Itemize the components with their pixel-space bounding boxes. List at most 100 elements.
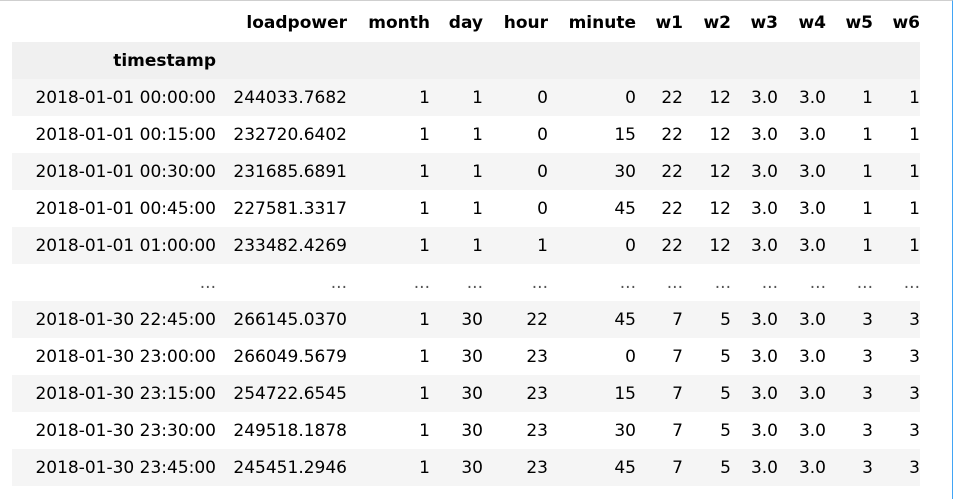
cell-hour: 0 — [483, 153, 548, 190]
cell-w1: 7 — [636, 375, 683, 412]
row-index-timestamp: 2018-01-30 23:30:00 — [35, 420, 216, 441]
cell-w3: 3.0 — [731, 227, 778, 264]
cell-loadpower: 266049.5679 — [233, 346, 347, 367]
row-index-timestamp: 2018-01-30 23:45:00 — [12, 449, 216, 486]
cell-w6: 3 — [873, 375, 920, 412]
cell-w1: 7 — [636, 301, 683, 338]
cell-w6: 1 — [909, 198, 920, 219]
row-index-timestamp: 2018-01-01 00:30:00 — [12, 153, 216, 190]
cell-w3: ... — [761, 272, 778, 293]
table-row: 2018-01-30 23:00:00 266049.5679 1 30 23 0 7 5 3.… — [12, 338, 920, 375]
cell-month: 1 — [347, 449, 430, 486]
cell-w4: 3.0 — [778, 79, 826, 116]
cell-w1: 22 — [636, 153, 683, 190]
cell-w5: 3 — [862, 346, 873, 367]
cell-w1: 22 — [661, 124, 683, 145]
column-header-minute: minute — [568, 13, 636, 33]
index-header-empty — [636, 42, 683, 79]
cell-w3: 3.0 — [731, 301, 778, 338]
cell-loadpower: 254722.6545 — [216, 375, 347, 412]
cell-w4: 3.0 — [798, 346, 826, 367]
cell-loadpower: 244033.7682 — [216, 79, 347, 116]
cell-w3: 3.0 — [731, 79, 778, 116]
table-row: 2018-01-01 00:45:00 227581.3317 1 1 0 45 22 12 3… — [12, 190, 920, 227]
cell-loadpower: 249518.1878 — [233, 420, 347, 441]
cell-w3: 3.0 — [731, 153, 778, 190]
cell-w6: ... — [903, 272, 920, 293]
cell-month: 1 — [419, 198, 430, 219]
cell-w3: 3.0 — [750, 124, 778, 145]
row-index-timestamp: 2018-01-30 22:45:00 — [12, 301, 216, 338]
cell-w6: 3 — [873, 449, 920, 486]
column-header-w5: w5 — [845, 13, 873, 33]
cell-month: 1 — [347, 79, 430, 116]
cell-month: 1 — [347, 301, 430, 338]
cell-w1: 22 — [636, 79, 683, 116]
cell-w4: ... — [809, 272, 826, 293]
cell-minute: 30 — [614, 420, 636, 441]
cell-hour: 1 — [483, 227, 548, 264]
cell-w6: 3 — [909, 420, 920, 441]
index-header-empty — [778, 42, 826, 79]
cell-minute: 0 — [625, 346, 636, 367]
table-header: loadpower month day hour minute w1 w2 w3… — [12, 4, 920, 79]
table-row: 2018-01-01 01:00:00 233482.4269 1 1 1 0 22 12 3.… — [12, 227, 920, 264]
cell-w4: 3.0 — [778, 375, 826, 412]
cell-day: 1 — [430, 227, 483, 264]
cell-w5: ... — [856, 272, 873, 293]
cell-w4: 3.0 — [778, 301, 826, 338]
cell-minute: 45 — [614, 198, 636, 219]
column-header-w1: w1 — [655, 13, 683, 33]
cell-w2: 12 — [683, 79, 731, 116]
cell-w1: ... — [666, 272, 683, 293]
cell-w3: 3.0 — [750, 420, 778, 441]
table-row: 2018-01-01 00:15:00 232720.6402 1 1 0 15 22 12 3… — [12, 116, 920, 153]
cell-w2: 12 — [709, 124, 731, 145]
table-row: 2018-01-01 00:00:00 244033.7682 1 1 0 0 22 12 3.… — [12, 79, 920, 116]
cell-month: 1 — [419, 420, 430, 441]
index-header-empty — [483, 42, 548, 79]
cell-w5: 1 — [826, 153, 873, 190]
cell-day: 1 — [472, 198, 483, 219]
cell-w4: 3.0 — [798, 420, 826, 441]
index-header-timestamp: timestamp — [12, 42, 216, 79]
cell-w3: 3.0 — [750, 346, 778, 367]
cell-w5: 3 — [826, 375, 873, 412]
column-header-hour: hour — [503, 13, 548, 33]
cell-month: 1 — [347, 375, 430, 412]
cell-w6: 1 — [873, 79, 920, 116]
column-header-loadpower: loadpower — [246, 13, 347, 33]
cell-w2: 12 — [709, 198, 731, 219]
row-index-timestamp: 2018-01-01 00:15:00 — [35, 124, 216, 145]
cell-w6: 3 — [873, 301, 920, 338]
cell-minute: 45 — [548, 449, 636, 486]
cell-hour: 23 — [483, 375, 548, 412]
cell-w4: 3.0 — [798, 124, 826, 145]
cell-day: 1 — [430, 153, 483, 190]
cell-w1: 22 — [661, 198, 683, 219]
cell-day: 1 — [472, 124, 483, 145]
dataframe-output: loadpower month day hour minute w1 w2 w3… — [12, 4, 920, 486]
cell-w2: 5 — [683, 449, 731, 486]
cell-w4: 3.0 — [778, 449, 826, 486]
cell-hour: 23 — [526, 420, 548, 441]
cell-w3: 3.0 — [731, 375, 778, 412]
cell-hour: 23 — [526, 346, 548, 367]
cell-w4: 3.0 — [778, 227, 826, 264]
cell-w6: 3 — [909, 346, 920, 367]
cell-w2: 5 — [683, 375, 731, 412]
cell-w4: 3.0 — [778, 153, 826, 190]
column-header-day: day — [448, 13, 483, 33]
index-header-empty — [683, 42, 731, 79]
cell-hour: 0 — [483, 79, 548, 116]
cell-loadpower: 245451.2946 — [216, 449, 347, 486]
dataframe-table: loadpower month day hour minute w1 w2 w3… — [12, 4, 920, 486]
cell-hour: ... — [531, 272, 548, 293]
cell-minute: 0 — [548, 227, 636, 264]
index-header-empty — [216, 42, 347, 79]
cell-w2: 5 — [720, 346, 731, 367]
cell-w5: 3 — [826, 449, 873, 486]
cell-w2: 5 — [683, 301, 731, 338]
row-index-timestamp: 2018-01-01 01:00:00 — [12, 227, 216, 264]
index-header-empty — [826, 42, 873, 79]
